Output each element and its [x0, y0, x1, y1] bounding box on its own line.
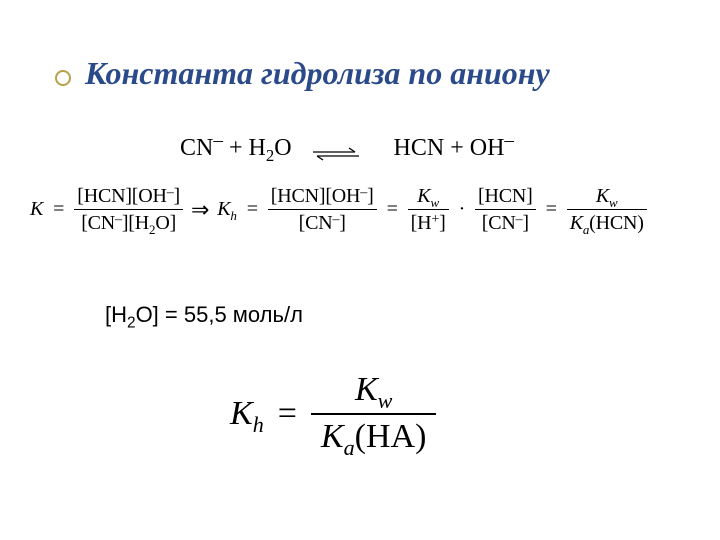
equals-4: = — [542, 198, 561, 221]
fraction-3: Kw [H+] — [408, 185, 449, 234]
title-bullet — [55, 70, 71, 86]
final-equation: Kh = Kw Ka(HA) — [230, 370, 436, 459]
equals-2: = — [243, 198, 262, 221]
fraction-4: [HCN] [CN–] — [475, 185, 536, 234]
fraction-1: [HCN][OH–] [CN–][H2O] — [74, 185, 183, 234]
equals-big: = — [278, 395, 297, 433]
fraction-big: Kw Ka(HA) — [311, 370, 437, 459]
equilibrium-arrow-icon — [311, 147, 361, 159]
species-products: HCN + OH– — [394, 135, 514, 161]
var-K: K — [30, 198, 43, 221]
equals-1: = — [49, 198, 68, 221]
water-concentration-note: [H2O] = 55,5 моль/л — [105, 302, 303, 328]
slide-title: Константа гидролиза по аниону — [85, 55, 550, 92]
implies-symbol: ⇒ — [189, 197, 211, 223]
var-Kh: Kh — [217, 198, 236, 221]
slide: Константа гидролиза по аниону CN– + H2O … — [0, 0, 720, 540]
species-cn: CN– — [180, 135, 223, 161]
fraction-5: Kw Ka(HCN) — [567, 185, 647, 234]
fraction-2: [HCN][OH–] [CN–] — [268, 185, 377, 234]
dot-operator: · — [455, 198, 469, 221]
derivation-row: K = [HCN][OH–] [CN–][H2O] ⇒ Kh = [HCN][O… — [30, 185, 647, 234]
equals-3: = — [383, 198, 402, 221]
var-Kh-big: Kh — [230, 395, 264, 433]
